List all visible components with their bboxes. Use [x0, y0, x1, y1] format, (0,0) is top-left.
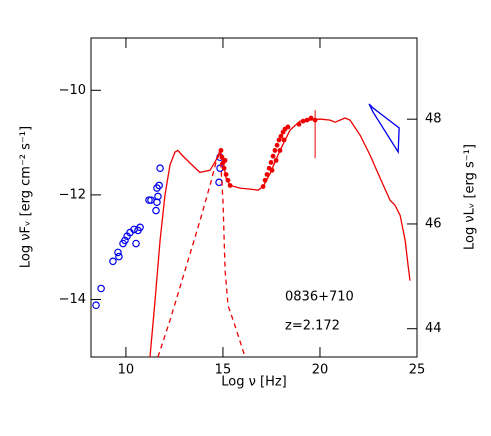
data-point [274, 142, 280, 148]
y2-tick-label: 44 [425, 321, 442, 336]
y-tick-label: −10 [59, 83, 86, 98]
data-point [278, 133, 284, 139]
x-tick-label: 15 [215, 363, 232, 378]
data-point [92, 301, 100, 310]
y2-axis-label: Log νLᵥ [erg s⁻¹] [463, 144, 478, 250]
data-point [115, 252, 123, 261]
y-tick-label: −12 [59, 187, 86, 202]
data-point [276, 137, 282, 143]
data-point [156, 164, 164, 173]
x-axis-label: Log ν [Hz] [221, 375, 287, 390]
model-component [157, 151, 246, 357]
data-point [114, 248, 122, 257]
data-point [132, 239, 140, 248]
x-tick-label: 20 [312, 363, 329, 378]
annotation: 0836+710 [285, 290, 354, 305]
x-tick-label: 25 [409, 363, 426, 378]
data-point [121, 236, 129, 245]
data-point [152, 206, 160, 215]
gamma-bowtie [368, 103, 400, 155]
plot-frame [90, 37, 418, 358]
data-point [109, 257, 117, 266]
x-tick-label: 10 [118, 363, 135, 378]
data-point [155, 181, 163, 190]
data-point [270, 153, 276, 159]
data-point [136, 223, 144, 232]
annotation: z=2.172 [285, 319, 340, 334]
data-point [268, 160, 274, 165]
y2-tick-label: 46 [425, 216, 442, 231]
data-point [308, 115, 314, 121]
y-axis-label: Log νFᵥ [erg cm⁻² s⁻¹] [19, 126, 34, 268]
data-point [154, 192, 162, 201]
y2-tick-label: 48 [425, 112, 442, 127]
y-tick-label: −14 [59, 292, 86, 307]
model-curve [149, 117, 411, 357]
data-point [222, 157, 228, 163]
data-point [97, 284, 105, 293]
data-point [285, 124, 291, 130]
data-point [272, 148, 278, 153]
